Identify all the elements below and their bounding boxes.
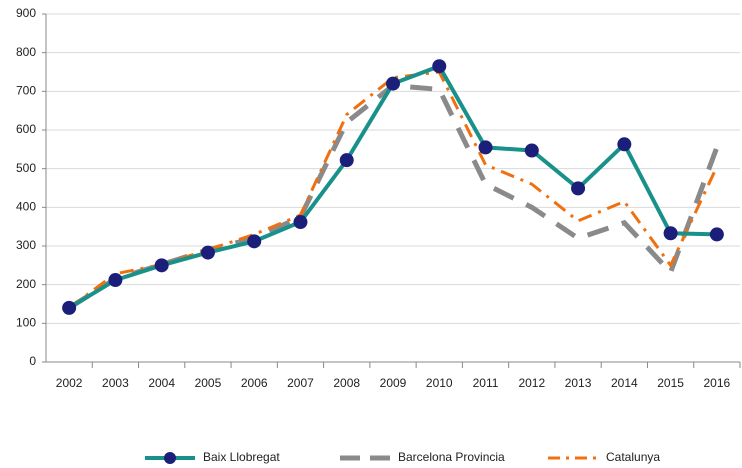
marker	[709, 227, 724, 242]
x-tick-label: 2004	[148, 376, 175, 390]
y-tick-label: 200	[16, 277, 36, 291]
marker	[293, 215, 308, 230]
marker	[154, 258, 169, 273]
y-tick-label: 700	[16, 84, 36, 98]
y-tick-label: 300	[16, 238, 36, 252]
y-tick-label: 800	[16, 45, 36, 59]
legend-label: Catalunya	[606, 450, 660, 464]
x-tick-label: 2012	[518, 376, 545, 390]
y-tick-label: 0	[29, 354, 36, 368]
legend-label: Barcelona Provincia	[398, 450, 505, 464]
marker	[339, 153, 354, 168]
x-tick-label: 2007	[287, 376, 314, 390]
x-tick-label: 2010	[426, 376, 453, 390]
series-line	[67, 82, 720, 310]
marker	[62, 300, 77, 315]
x-tick-label: 2003	[102, 376, 129, 390]
x-tick-label: 2002	[56, 376, 83, 390]
marker	[200, 245, 215, 260]
marker	[108, 273, 123, 288]
series-line	[68, 70, 719, 310]
legend-marker	[164, 452, 176, 464]
x-tick-label: 2009	[380, 376, 407, 390]
series-line	[68, 63, 717, 310]
y-tick-label: 500	[16, 161, 36, 175]
marker	[571, 181, 586, 196]
x-tick-label: 2008	[333, 376, 360, 390]
y-tick-label: 100	[16, 316, 36, 330]
x-tick-label: 2016	[704, 376, 731, 390]
x-tick-label: 2013	[565, 376, 592, 390]
legend-label: Baix Llobregat	[203, 450, 280, 464]
marker	[663, 226, 678, 241]
marker	[524, 143, 539, 158]
y-tick-label: 400	[16, 200, 36, 214]
x-tick-label: 2014	[611, 376, 638, 390]
x-tick-label: 2005	[195, 376, 222, 390]
x-tick-label: 2006	[241, 376, 268, 390]
marker	[432, 59, 447, 74]
x-tick-label: 2015	[657, 376, 684, 390]
marker	[247, 234, 262, 249]
x-tick-label: 2011	[473, 376, 499, 390]
y-tick-label: 900	[16, 6, 36, 20]
marker	[478, 140, 493, 155]
marker	[386, 76, 400, 91]
y-tick-label: 600	[16, 122, 36, 136]
marker	[617, 137, 632, 152]
